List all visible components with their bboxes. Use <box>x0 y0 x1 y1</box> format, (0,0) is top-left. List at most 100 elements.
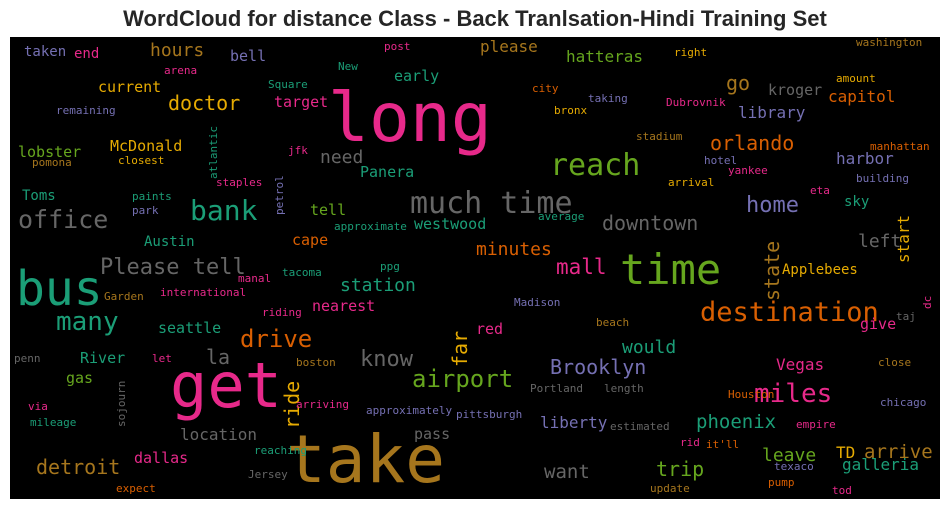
word-post: post <box>384 40 411 53</box>
word-penn: penn <box>14 352 41 365</box>
word-kroger: kroger <box>768 81 823 99</box>
word-dubrovnik: Dubrovnik <box>666 96 726 109</box>
word-staples: staples <box>216 176 263 189</box>
word-mcdonald: McDonald <box>110 137 183 155</box>
word-madison: Madison <box>514 296 561 309</box>
word-office: office <box>18 205 109 234</box>
word-left: left <box>858 231 902 252</box>
word-liberty: liberty <box>540 413 608 432</box>
word-taking: taking <box>588 92 628 105</box>
word-miles: miles <box>754 379 833 409</box>
word-detroit: detroit <box>36 455 121 479</box>
word-hatteras: hatteras <box>566 47 644 66</box>
word-cloud: long take get bus time much time reach bank dest… <box>10 37 940 499</box>
word-far: far <box>448 330 472 367</box>
word-hours: hours <box>150 40 205 61</box>
word-estimated: estimated <box>610 420 670 433</box>
word-expect: expect <box>116 482 156 495</box>
word-washington: washington <box>856 37 923 49</box>
word-much-time: much time <box>410 186 573 221</box>
word-doctor: doctor <box>168 91 241 115</box>
word-dc: dc <box>921 295 934 309</box>
word-close: close <box>878 356 912 369</box>
word-get: get <box>170 349 282 422</box>
word-target: target <box>274 93 329 111</box>
word-beach: beach <box>596 316 630 329</box>
word-gas: gas <box>66 369 94 387</box>
word-phoenix: phoenix <box>696 411 777 433</box>
word-mall: mall <box>556 255 607 279</box>
word-arriving: arriving <box>296 398 349 411</box>
word-arrival: arrival <box>668 176 715 189</box>
word-international: international <box>160 286 247 299</box>
chart-title: WordCloud for distance Class - Back Tran… <box>123 6 827 31</box>
word-it-ll: it'll <box>706 438 740 451</box>
word-leave: leave <box>762 445 817 466</box>
word-bronx: bronx <box>554 104 588 117</box>
word-westwood: westwood <box>414 215 487 233</box>
word-need: need <box>320 147 364 168</box>
word-petrol: petrol <box>273 175 286 215</box>
word-know: know <box>360 347 413 372</box>
word-square: Square <box>268 78 308 91</box>
word-river: River <box>80 349 126 367</box>
word-dallas: dallas <box>134 449 189 467</box>
word-mileage: mileage <box>30 416 77 429</box>
word-pomona: pomona <box>32 156 72 169</box>
word-la: la <box>206 345 231 369</box>
word-tacoma: tacoma <box>282 266 322 279</box>
word-update: update <box>650 482 690 495</box>
word-start: start <box>894 214 913 263</box>
word-arena: arena <box>164 64 198 77</box>
word-let: let <box>152 352 172 365</box>
word-bell: bell <box>230 47 267 65</box>
word-rid: rid <box>680 436 700 449</box>
word-trip: trip <box>656 457 705 481</box>
word-sojourn: sojourn <box>115 380 128 427</box>
word-ppg: ppg <box>380 260 400 273</box>
word-garden: Garden <box>104 290 144 303</box>
word-manhattan: manhattan <box>870 140 930 153</box>
word-time: time <box>620 245 722 294</box>
word-destination: destination <box>700 297 879 328</box>
word-go: go <box>726 71 751 95</box>
word-brooklyn: Brooklyn <box>550 355 647 379</box>
word-many: many <box>56 307 119 337</box>
word-drive: drive <box>240 325 313 353</box>
word-please: please <box>480 37 538 56</box>
word-home: home <box>746 193 799 218</box>
word-paints: paints <box>132 190 172 203</box>
word-panera: Panera <box>360 163 415 181</box>
word-long: long <box>328 79 492 158</box>
word-station: station <box>340 275 416 296</box>
word-capitol: capitol <box>828 87 896 106</box>
word-taken: taken <box>24 44 67 60</box>
word-want: want <box>544 461 590 483</box>
word-toms: Toms <box>22 188 56 204</box>
word-tod: tod <box>832 484 852 497</box>
word-vegas: Vegas <box>776 355 825 374</box>
word-boston: boston <box>296 356 336 369</box>
word-approximately: approximately <box>366 404 453 417</box>
word-harbor: harbor <box>836 149 894 168</box>
word-atlantic: atlantic <box>207 126 220 179</box>
word-take: take <box>286 421 445 498</box>
word-yankee: yankee <box>728 164 768 177</box>
word-hotel: hotel <box>704 154 738 167</box>
word-downtown: downtown <box>602 211 699 235</box>
word-jfk: jfk <box>288 144 308 157</box>
word-galleria: galleria <box>842 455 920 474</box>
word-manal: manal <box>238 272 272 285</box>
word-library: library <box>738 103 806 122</box>
word-houston: Houston <box>728 388 775 401</box>
word-pass: pass <box>414 425 451 443</box>
word-portland: Portland <box>530 382 583 395</box>
word-reach: reach <box>550 148 641 183</box>
word-airport: airport <box>412 365 514 393</box>
word-new: New <box>338 60 358 73</box>
word-sky: sky <box>844 194 870 210</box>
word-park: park <box>132 204 159 217</box>
word-jersey: Jersey <box>248 468 288 481</box>
word-stadium: stadium <box>636 130 683 143</box>
word-eta: eta <box>810 184 830 197</box>
